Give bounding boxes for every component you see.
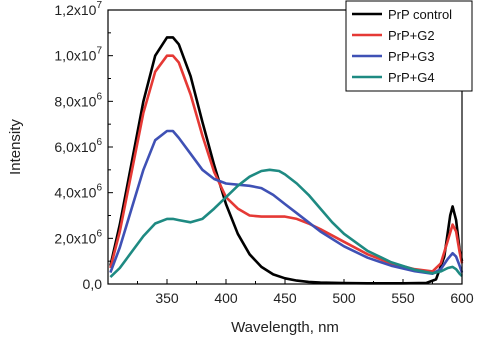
- x-tick-label: 600: [450, 290, 474, 306]
- y-tick-label: 6,0x106: [54, 137, 102, 155]
- y-tick-label: 4,0x106: [54, 183, 102, 201]
- x-axis-label: Wavelength, nm: [231, 319, 339, 336]
- series-line-4: [109, 168, 463, 279]
- y-axis-label: Intensity: [7, 119, 24, 175]
- x-tick-label: 450: [273, 290, 297, 306]
- legend-label: PrP control: [388, 7, 452, 22]
- x-axis-ticks: 350 400 450 500 550 600: [137, 279, 474, 306]
- y-tick-label: 1,0x107: [54, 46, 102, 64]
- series-line-1: [109, 36, 464, 285]
- x-tick-label: 400: [214, 290, 238, 306]
- y-tick-label: 8,0x106: [54, 91, 102, 109]
- x-tick-label: 500: [332, 290, 356, 306]
- legend-label: PrP+G4: [388, 70, 435, 85]
- legend: PrP control PrP+G2 PrP+G3 PrP+G4: [345, 0, 473, 92]
- x-tick-label: 550: [391, 290, 415, 306]
- legend-label: PrP+G3: [388, 49, 435, 64]
- y-tick-label: 2,0x106: [54, 228, 102, 246]
- y-tick-label: 1,2x107: [54, 0, 102, 18]
- series-line-3: [109, 129, 464, 275]
- series-line-2: [109, 54, 464, 273]
- y-tick-label: 0,0: [83, 276, 103, 292]
- x-tick-label: 350: [155, 290, 179, 306]
- plot-lines: [109, 36, 464, 285]
- y-axis-ticks: 0,0 2,0x106 4,0x106 6,0x106 8,0x106 1,0x107 1,…: [54, 0, 113, 292]
- legend-label: PrP+G2: [388, 28, 435, 43]
